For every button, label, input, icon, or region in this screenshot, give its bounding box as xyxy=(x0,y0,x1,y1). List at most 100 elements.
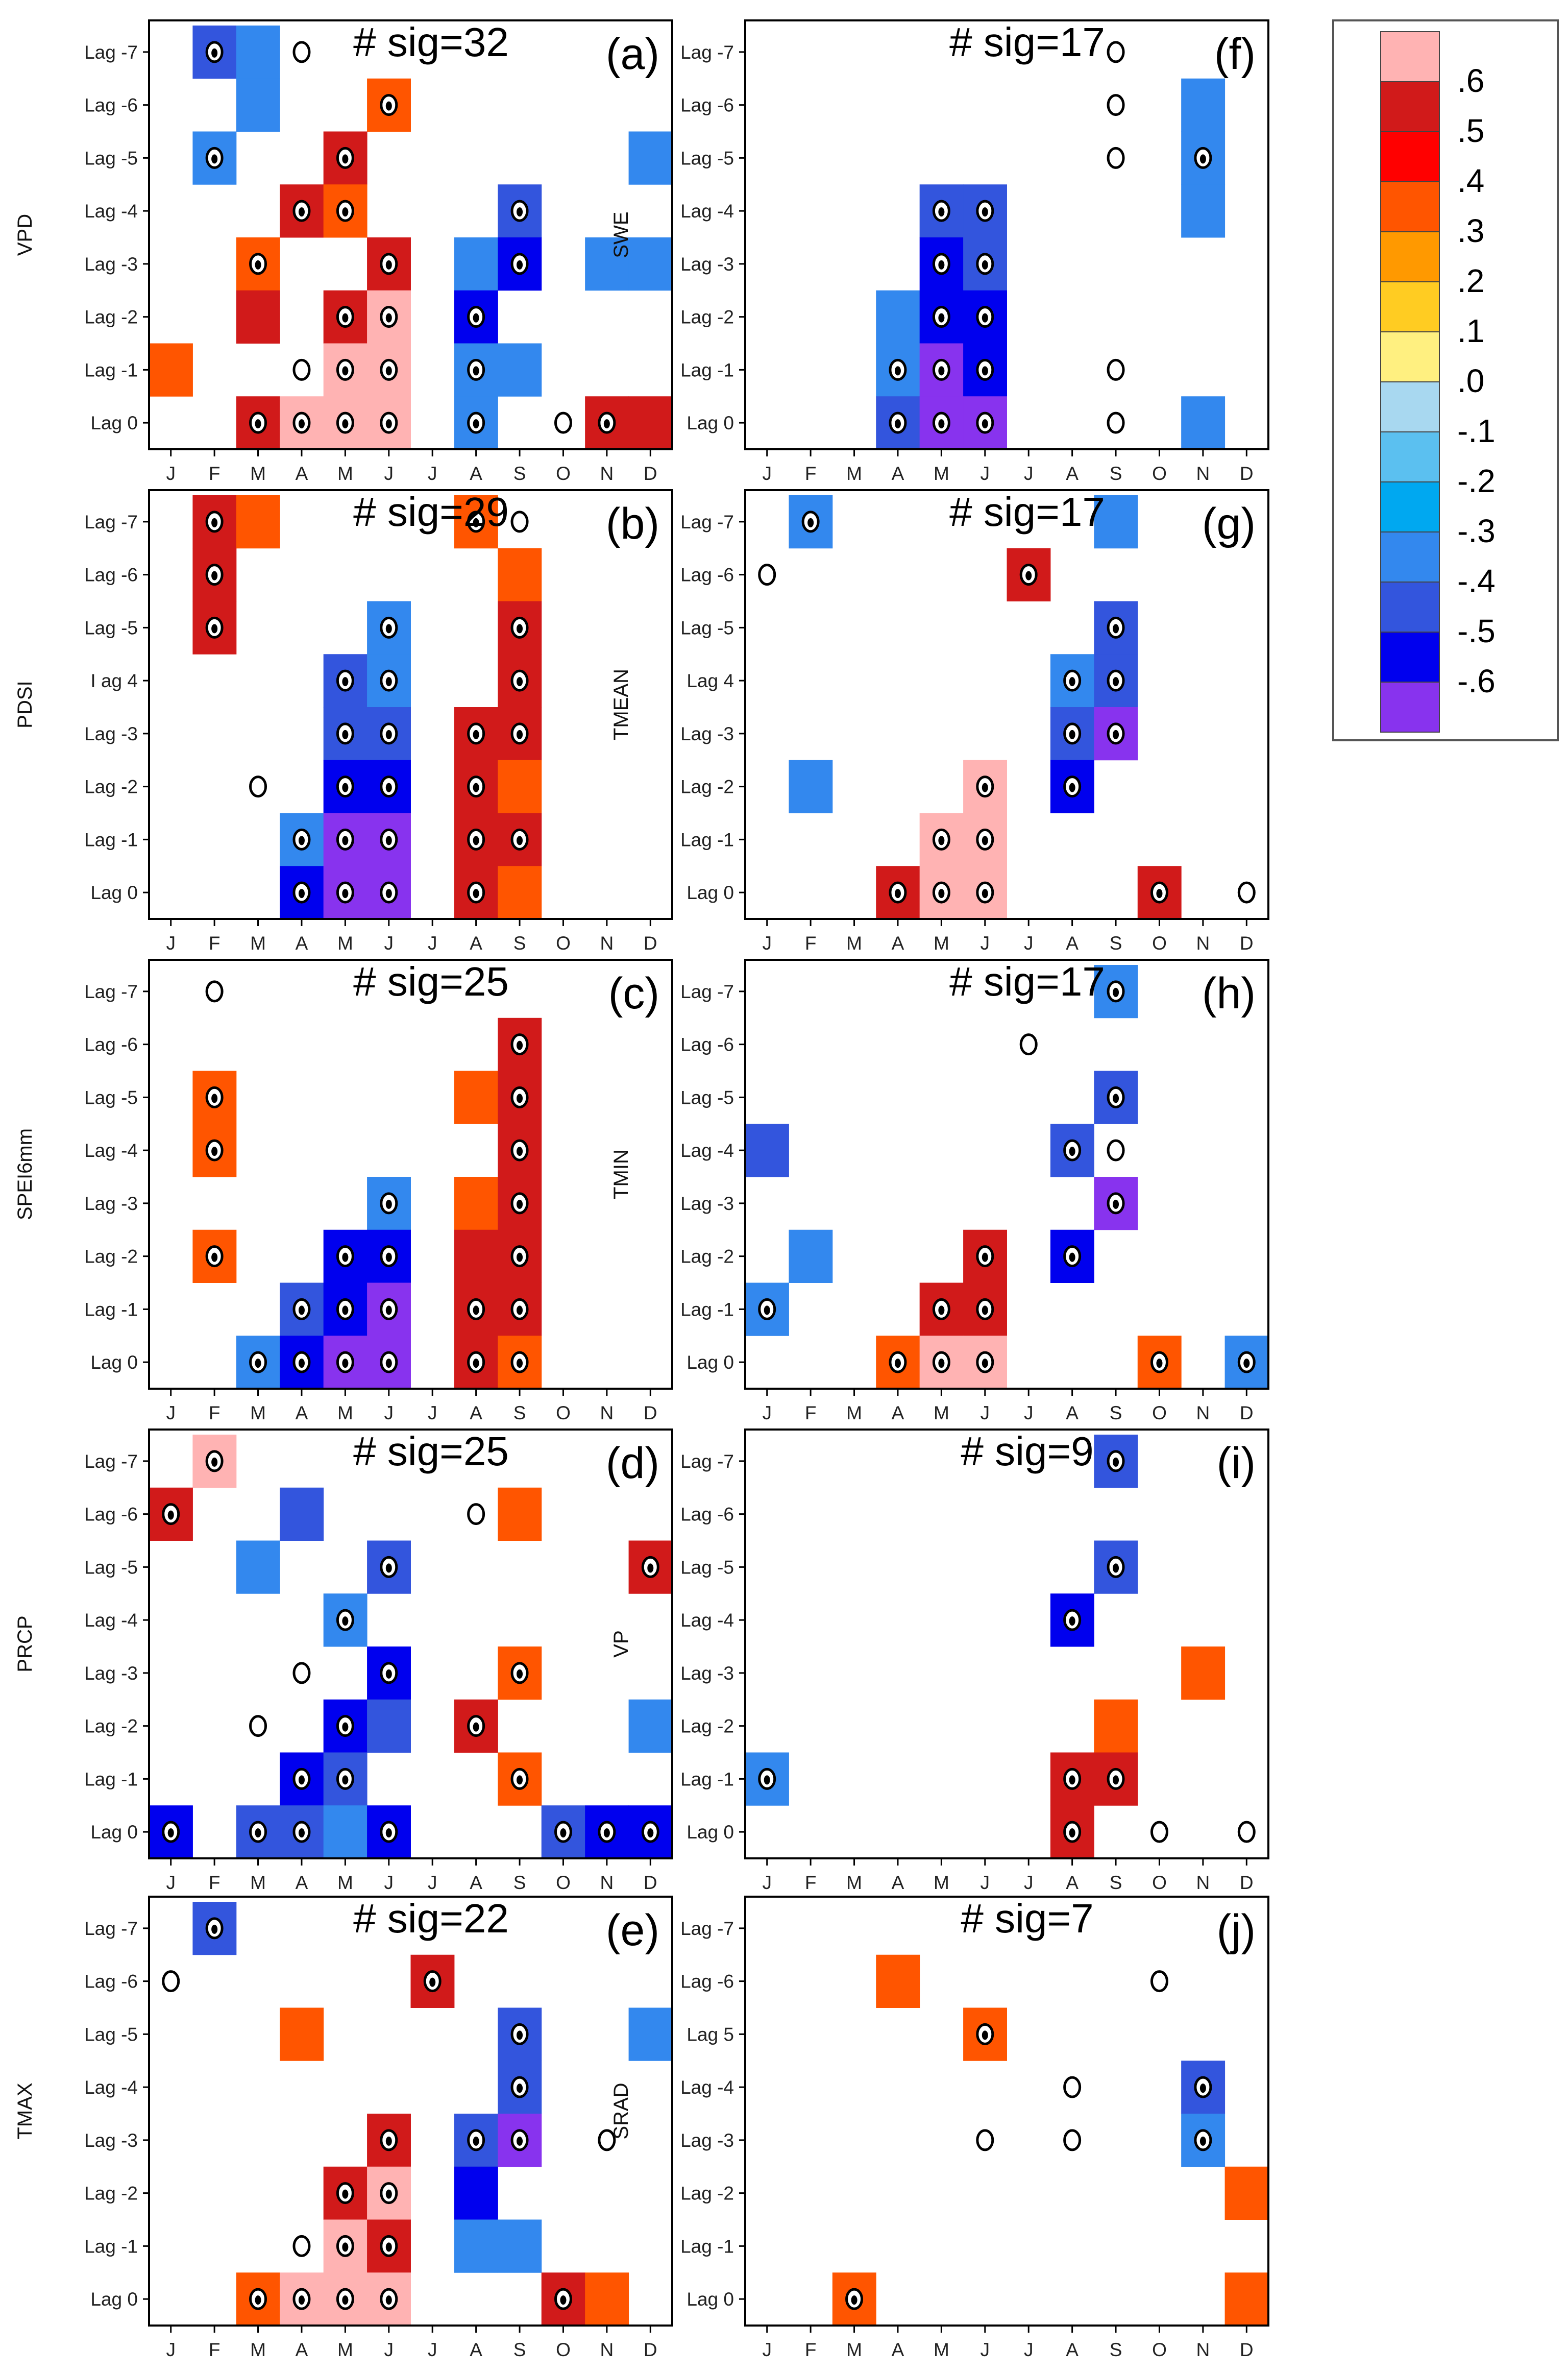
significance-marker xyxy=(249,1715,267,1737)
significance-marker-core xyxy=(342,783,349,792)
legend-label: .1 xyxy=(1457,312,1484,349)
y-tick-label: Lag 0 xyxy=(687,1352,734,1373)
y-tick-label: Lag 0 xyxy=(687,2289,734,2310)
significance-marker xyxy=(1107,94,1125,116)
significance-marker-core xyxy=(473,518,479,527)
heat-cell xyxy=(236,1540,280,1594)
heat-cell xyxy=(280,1487,324,1541)
significance-marker-core xyxy=(1069,1775,1075,1785)
heat-cell xyxy=(1181,396,1226,450)
x-tick-label: D xyxy=(1240,933,1254,954)
x-tick-label: J xyxy=(1024,1872,1034,1893)
significance-marker-core xyxy=(982,313,988,323)
x-tick-label: O xyxy=(556,463,571,484)
y-tick-label: Lag -1 xyxy=(680,2236,734,2257)
x-tick-label: N xyxy=(1196,1872,1210,1893)
panel-tmax: Lag -7 Lag -6 Lag -5 Lag -4 Lag -3 Lag -2 Lag … xyxy=(14,1896,673,2360)
significance-marker-core xyxy=(342,1722,349,1732)
x-tick-label: S xyxy=(513,1402,526,1423)
y-tick-label: Lag -1 xyxy=(680,359,734,380)
x-tick-label: A xyxy=(296,1402,308,1423)
panel-letter: (b) xyxy=(606,499,659,548)
heat-cell xyxy=(454,2219,498,2273)
y-tick-label: Lag 0 xyxy=(90,1822,138,1843)
heat-cell xyxy=(745,1124,789,1177)
significance-marker-core xyxy=(342,419,349,429)
significance-marker-core xyxy=(517,836,523,845)
significance-marker-core xyxy=(211,1094,218,1103)
x-tick-label: M xyxy=(934,933,949,954)
panel-vp: Lag -7 Lag -6 Lag -5 Lag -4 Lag -3 Lag -2 Lag … xyxy=(610,1428,1269,1893)
y-tick-label: Lag -2 xyxy=(680,307,734,328)
significance-marker-core xyxy=(342,2295,349,2305)
y-tick-label: Lag -6 xyxy=(84,1971,138,1992)
x-tick-label: S xyxy=(513,1872,526,1893)
x-tick-label: M xyxy=(846,933,862,954)
x-tick-label: M xyxy=(337,2339,353,2360)
x-tick-label: J xyxy=(166,933,176,954)
variable-label: TMAX xyxy=(14,2083,36,2139)
significance-marker-core xyxy=(473,889,479,899)
y-tick-label: Lag -7 xyxy=(84,1451,138,1472)
significance-marker-core xyxy=(342,1616,349,1626)
x-tick-label: M xyxy=(250,933,266,954)
x-tick-label: A xyxy=(296,2339,308,2360)
x-tick-label: N xyxy=(600,1402,614,1423)
y-tick-label: Lag -3 xyxy=(84,1663,138,1684)
significance-marker-core xyxy=(385,1199,392,1209)
heat-cell xyxy=(454,1177,498,1230)
significance-marker-core xyxy=(473,1305,479,1315)
x-tick-label: A xyxy=(892,1872,904,1893)
heat-cell xyxy=(1224,2272,1269,2326)
significance-marker-core xyxy=(982,419,988,429)
x-tick-label: J xyxy=(428,2339,437,2360)
y-tick-label: Lag -5 xyxy=(680,148,734,168)
x-tick-label: M xyxy=(934,1402,949,1423)
significance-marker-core xyxy=(255,2295,261,2305)
x-tick-label: A xyxy=(1066,1402,1079,1423)
y-tick-label: Lag 0 xyxy=(90,2289,138,2310)
heat-cell xyxy=(628,1699,673,1753)
legend-swatch xyxy=(1380,431,1440,482)
significance-marker-core xyxy=(385,1669,392,1679)
significance-marker-core xyxy=(342,1775,349,1785)
significance-marker-core xyxy=(385,889,392,899)
significance-marker-core xyxy=(385,836,392,845)
x-tick-label: D xyxy=(1240,463,1254,484)
x-tick-label: F xyxy=(805,2339,817,2360)
significance-marker-core xyxy=(1113,624,1119,634)
x-tick-label: F xyxy=(209,933,220,954)
significance-marker-core xyxy=(1069,1252,1075,1262)
significance-marker-core xyxy=(1113,677,1119,687)
sig-count-label: # sig=32 xyxy=(353,19,509,65)
heat-cell xyxy=(149,343,193,397)
significance-marker-core xyxy=(603,419,610,429)
legend-label: .5 xyxy=(1457,112,1484,149)
y-tick-label: Lag -6 xyxy=(680,95,734,116)
x-tick-label: J xyxy=(384,2339,394,2360)
legend-swatch xyxy=(1380,481,1440,532)
significance-marker-core xyxy=(211,154,218,164)
legend-swatch xyxy=(1380,281,1440,332)
x-tick-label: O xyxy=(556,2339,571,2360)
legend-label: .0 xyxy=(1457,362,1484,399)
significance-marker-core xyxy=(982,1252,988,1262)
y-tick-label: Lag -6 xyxy=(680,1034,734,1055)
significance-marker-core xyxy=(385,2242,392,2252)
heat-cell xyxy=(628,396,673,450)
significance-marker-core xyxy=(298,1305,305,1315)
heat-cell xyxy=(454,1071,498,1124)
significance-marker-core xyxy=(1069,730,1075,739)
heat-cell xyxy=(1094,495,1138,549)
panel-border xyxy=(148,1428,673,1859)
x-tick-label: J xyxy=(166,2339,176,2360)
heat-cell xyxy=(1094,1699,1138,1753)
y-tick-label: Lag -3 xyxy=(84,723,138,744)
heat-cell xyxy=(454,1229,498,1283)
significance-marker-core xyxy=(982,260,988,270)
x-tick-label: O xyxy=(556,933,571,954)
y-tick-label: Lag 4 xyxy=(687,670,734,691)
x-tick-label: F xyxy=(209,1872,220,1893)
significance-marker-core xyxy=(473,366,479,376)
significance-marker xyxy=(292,41,311,63)
